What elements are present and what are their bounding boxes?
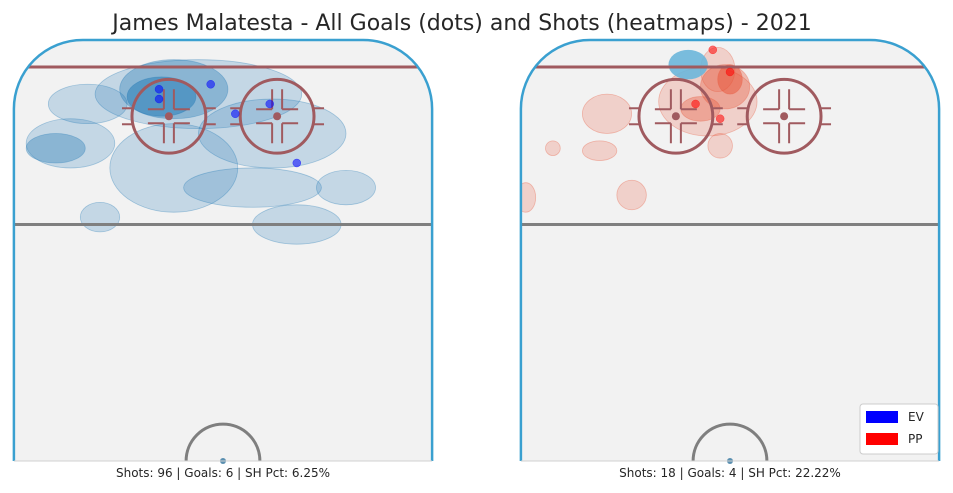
center-circle <box>691 422 769 461</box>
center-circle <box>184 422 262 461</box>
goal-point <box>715 114 725 123</box>
goal-point <box>292 158 302 168</box>
heat-blob <box>582 93 633 134</box>
heat-blob <box>79 201 121 233</box>
rink-surface <box>13 40 433 461</box>
ev-goals <box>154 80 302 168</box>
goal-point <box>725 67 735 77</box>
heat-blob <box>25 118 116 169</box>
faceoff-circle <box>745 77 823 155</box>
goal-point <box>231 109 240 119</box>
rink-surface <box>520 39 940 461</box>
faceoff-dot <box>671 112 680 121</box>
heat-blob <box>119 59 229 120</box>
heat-blob <box>25 133 86 164</box>
faceoff-dot <box>164 112 173 121</box>
faceoff-circle <box>238 77 316 155</box>
heat-blob <box>616 179 647 211</box>
goal-point <box>206 80 215 89</box>
panel-pp: Shots: 18 | Goals: 4 | SH Pct: 22.22% <box>519 38 941 480</box>
faceoff-dot <box>780 112 789 121</box>
boards <box>12 38 434 461</box>
legend-swatch-pp <box>866 433 898 445</box>
legend: EV PP <box>859 403 939 455</box>
heat-blob <box>316 169 376 206</box>
heat-blob <box>520 182 537 213</box>
ev-caption: Shots: 96 | Goals: 6 | SH Pct: 6.25% <box>116 466 330 480</box>
heat-blob <box>700 64 751 110</box>
legend-swatch-ev <box>866 411 898 423</box>
goal-point <box>154 84 164 94</box>
legend-label-pp: PP <box>908 432 922 446</box>
ev-rink <box>12 38 434 464</box>
heat-blob <box>183 167 322 208</box>
pp-rink <box>519 38 941 464</box>
faceoff-circle <box>130 77 208 155</box>
pp-heatmap <box>520 46 758 213</box>
heat-blob <box>707 133 733 159</box>
heat-blob <box>47 83 128 125</box>
legend-label-ev: EV <box>908 410 925 424</box>
pp-goals <box>691 45 735 123</box>
pp-caption: Shots: 18 | Goals: 4 | SH Pct: 22.22% <box>619 466 841 480</box>
heat-blob <box>545 140 561 157</box>
faceoff-circle <box>637 77 715 155</box>
boards <box>519 38 941 461</box>
panel-ev: Shots: 96 | Goals: 6 | SH Pct: 6.25% <box>12 38 434 480</box>
heat-blob <box>717 64 743 95</box>
heat-blob <box>668 49 708 80</box>
chart-title: James Malatesta - All Goals (dots) and S… <box>110 11 811 36</box>
goal-point <box>154 94 164 104</box>
faceoff-dot <box>273 112 282 121</box>
heat-blob <box>582 140 618 161</box>
goal-point <box>708 45 718 55</box>
goal-point <box>265 99 274 109</box>
goal-point <box>691 99 700 109</box>
